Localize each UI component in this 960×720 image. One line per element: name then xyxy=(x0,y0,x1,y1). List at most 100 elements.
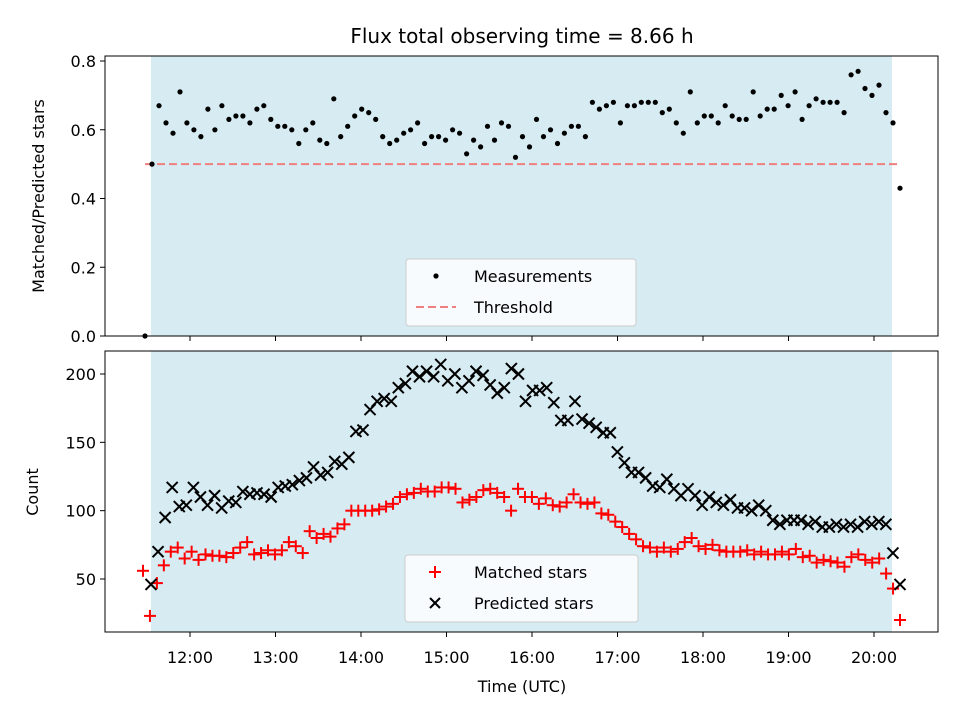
measurement-point xyxy=(436,134,442,140)
predicted-star-point xyxy=(561,414,575,427)
predicted-star-point xyxy=(385,395,398,408)
measurement-point xyxy=(736,116,742,122)
predicted-star-point xyxy=(328,455,341,468)
matched-star-point xyxy=(581,497,594,510)
measurement-point xyxy=(862,85,868,92)
measurement-point xyxy=(415,120,421,126)
matched-star-point xyxy=(164,545,177,558)
matched-star-point xyxy=(449,482,462,495)
predicted-star-point xyxy=(858,515,871,528)
predicted-star-point xyxy=(773,518,787,531)
predicted-star-point xyxy=(300,471,313,485)
measurement-point xyxy=(429,134,435,140)
measurement-point xyxy=(799,116,805,122)
matched-star-point xyxy=(831,556,844,569)
matched-star-point xyxy=(366,504,379,517)
matched-star-point xyxy=(643,541,656,554)
predicted-star-point xyxy=(314,468,327,482)
predicted-star-point xyxy=(356,423,370,437)
matched-star-point xyxy=(685,532,698,544)
measurement-point xyxy=(890,120,896,126)
predicted-star-point xyxy=(257,488,271,501)
measurement-point xyxy=(547,127,554,133)
bottom-y-ticks: 50 100 150 200 xyxy=(65,365,105,589)
matched-star-point xyxy=(255,547,268,560)
matched-star-point xyxy=(894,614,906,626)
bottom-legend-box xyxy=(404,554,639,623)
measurement-point xyxy=(687,89,693,95)
matched-star-point xyxy=(296,547,309,560)
matched-star-point xyxy=(456,496,469,509)
matched-star-point xyxy=(782,548,795,561)
predicted-star-point xyxy=(187,481,200,494)
bottom-legend: Matched stars Predicted stars xyxy=(404,554,639,623)
top-y-ticks: 0.0 0.2 0.4 0.6 0.8 xyxy=(71,52,105,346)
matched-star-point xyxy=(532,497,545,510)
predicted-star-point xyxy=(766,514,780,527)
measurement-point xyxy=(624,103,631,109)
matched-star-point xyxy=(484,482,497,495)
matched-star-point xyxy=(852,548,865,561)
measurement-point xyxy=(645,99,651,105)
top-y-axis-label: Matched/Predicted stars xyxy=(29,99,48,293)
matched-star-point xyxy=(616,521,629,534)
x-tick-label: 16:00 xyxy=(509,648,555,667)
predicted-star-point xyxy=(540,381,553,394)
predicted-star-point xyxy=(872,515,886,528)
predicted-star-point xyxy=(406,365,419,378)
matched-star-point xyxy=(338,518,351,531)
matched-star-point xyxy=(637,540,650,553)
matched-star-point xyxy=(192,553,205,566)
matched-star-point xyxy=(553,500,566,513)
measurement-point xyxy=(198,134,204,140)
predicted-star-point xyxy=(844,518,857,531)
predicted-star-point xyxy=(688,489,702,502)
predicted-star-point xyxy=(229,496,242,509)
top-y-tick-label: 0.4 xyxy=(71,190,96,209)
matched-star-point xyxy=(866,556,879,569)
measurement-point xyxy=(617,120,624,126)
matched-star-point xyxy=(505,504,518,517)
measurement-point xyxy=(457,130,463,136)
predicted-star-point xyxy=(823,520,836,534)
predicted-stars-points xyxy=(144,358,907,591)
measurement-point xyxy=(680,130,686,136)
measurement-point xyxy=(233,113,239,119)
measurement-point xyxy=(484,123,491,129)
predicted-star-point xyxy=(498,381,511,394)
predicted-star-point xyxy=(427,370,440,383)
predicted-star-point xyxy=(144,578,158,591)
bottom-y-axis-label: Count xyxy=(23,468,42,516)
measurement-point xyxy=(303,127,309,133)
top-y-tick-label: 0.6 xyxy=(71,121,96,140)
top-y-tick-label: 0.2 xyxy=(71,258,96,277)
measurement-point xyxy=(708,113,714,119)
matched-star-point xyxy=(428,485,441,498)
measurement-point xyxy=(247,120,253,126)
measurement-point xyxy=(526,144,533,150)
x-tick-label: 14:00 xyxy=(338,648,384,667)
predicted-star-point xyxy=(717,498,730,512)
matched-star-point xyxy=(289,540,302,553)
predicted-star-point xyxy=(794,514,808,527)
matched-star-point xyxy=(789,542,802,555)
matched-star-point xyxy=(303,525,316,538)
legend-measurement-marker xyxy=(433,273,439,279)
measurement-point xyxy=(540,134,547,140)
measurement-point xyxy=(785,103,791,109)
predicted-star-point xyxy=(370,395,384,408)
measurement-point xyxy=(673,120,679,126)
measurement-point xyxy=(666,106,672,112)
matched-star-point xyxy=(407,486,420,499)
x-tick-label: 20:00 xyxy=(851,648,897,667)
predicted-star-point xyxy=(448,367,462,381)
predicted-star-point xyxy=(660,473,674,486)
measurement-point xyxy=(561,130,568,136)
measurement-point xyxy=(156,103,162,109)
predicted-star-point xyxy=(611,445,624,459)
matched-star-point xyxy=(414,482,427,495)
predicted-star-point xyxy=(201,498,214,512)
measurement-point xyxy=(422,140,428,147)
measurement-point xyxy=(345,123,351,129)
matched-star-point xyxy=(539,492,552,505)
